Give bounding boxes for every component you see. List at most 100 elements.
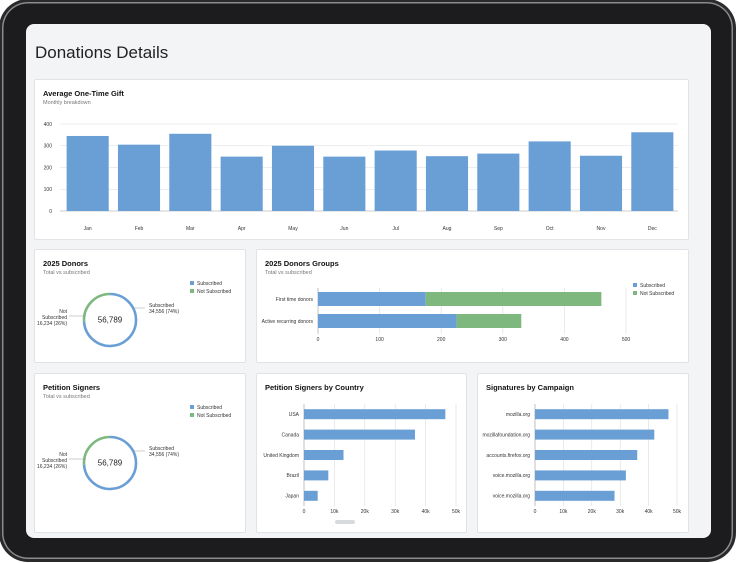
- x-tick-label: 50k: [673, 509, 682, 515]
- by-country-chart: 0 10k 20k 30k 40k 50k USA Canada United Kingdom B…: [263, 404, 461, 515]
- bar: [304, 429, 415, 440]
- x-tick-label: 20k: [588, 509, 597, 515]
- donors-subtitle: Total vs subscribed: [43, 270, 90, 276]
- bar-segment: [318, 292, 426, 306]
- y-tick-label: 400: [44, 122, 53, 128]
- bar: [535, 409, 669, 420]
- x-tick-label: Apr: [238, 226, 246, 232]
- by-campaign-chart: 0 10k 20k 30k 40k 50k mozilla.org mozillafounda…: [482, 404, 682, 515]
- x-tick-label: 30k: [616, 509, 625, 515]
- scroll-indicator[interactable]: [335, 520, 355, 524]
- donor-groups-chart: 0 100 200 300 400 500 First time donors Active …: [262, 283, 674, 343]
- x-tick-label: 10k: [559, 509, 568, 515]
- bar: [477, 153, 520, 211]
- legend-label: Not Subscribed: [640, 291, 674, 297]
- donors-title: 2025 Donors: [43, 259, 89, 268]
- slice-label: Not: [59, 309, 67, 315]
- legend-swatch: [190, 405, 194, 409]
- y-category-label: Active recurring donors: [262, 319, 314, 325]
- slice-label: 16,234 (26%): [37, 464, 67, 470]
- donut-slice: [82, 435, 111, 465]
- donut-slice: [82, 435, 138, 491]
- x-tick-label: 100: [375, 337, 384, 343]
- y-category-label: Japan: [285, 494, 299, 500]
- avg-gift-chart: 0 100 200 300 400 Jan Feb Mar Apr May Jun Jul Aug Sep…: [44, 122, 678, 232]
- avg-gift-title: Average One-Time Gift: [43, 89, 124, 98]
- x-tick-label: 30k: [391, 509, 400, 515]
- slice-label: 34,556 (74%): [149, 309, 179, 315]
- bar: [425, 156, 469, 211]
- x-tick-label: Oct: [546, 226, 554, 232]
- bar: [117, 144, 161, 211]
- donut-slice: [82, 292, 111, 322]
- x-tick-label: 300: [499, 337, 508, 343]
- slice-label: 16,234 (26%): [37, 321, 67, 327]
- donor-groups-card: 2025 Donors Groups Total vs subscribed 0…: [256, 249, 689, 363]
- slice-label: Subscribed: [149, 303, 174, 309]
- slice-label: Subscribed: [42, 458, 67, 464]
- bar-segment: [425, 292, 602, 306]
- petition-signers-title: Petition Signers: [43, 383, 101, 392]
- legend-label: Subscribed: [640, 283, 665, 289]
- bar: [535, 450, 638, 460]
- slice-label: 34,556 (74%): [149, 452, 179, 458]
- y-tick-label: 0: [49, 209, 52, 215]
- bar: [304, 490, 318, 501]
- x-tick-label: 40k: [645, 509, 654, 515]
- by-country-title: Petition Signers by Country: [265, 383, 364, 392]
- y-tick-label: 100: [44, 187, 53, 193]
- x-tick-label: 10k: [330, 509, 339, 515]
- y-category-label: Brazil: [286, 473, 299, 479]
- x-tick-label: 0: [534, 509, 537, 515]
- x-tick-label: 500: [622, 337, 631, 343]
- bar: [535, 470, 626, 481]
- legend-swatch: [633, 283, 637, 287]
- legend-swatch: [190, 413, 194, 417]
- x-tick-label: 400: [560, 337, 569, 343]
- dashboard-screen: Donations Details Average One-Time Gift …: [26, 24, 711, 538]
- bar: [323, 156, 366, 211]
- bar: [374, 150, 417, 211]
- y-category-label: First time donors: [276, 297, 314, 303]
- legend-swatch: [190, 281, 194, 285]
- bar: [535, 490, 615, 501]
- petition-signers-card: Petition Signers Total vs subscribed 56,…: [34, 373, 246, 533]
- bar: [304, 409, 446, 420]
- bar-segment: [318, 314, 457, 328]
- legend-swatch: [190, 289, 194, 293]
- bar: [271, 145, 315, 211]
- slice-label: Subscribed: [149, 446, 174, 452]
- y-category-label: mozillafoundation.org: [482, 432, 530, 438]
- legend-label: Not Subscribed: [197, 289, 231, 295]
- bar: [579, 155, 623, 211]
- avg-gift-subtitle: Monthly breakdown: [43, 100, 91, 106]
- x-tick-label: 20k: [361, 509, 370, 515]
- bar: [304, 470, 329, 481]
- bar: [535, 429, 655, 440]
- legend-label: Subscribed: [197, 405, 222, 411]
- x-tick-label: Jul: [392, 226, 398, 232]
- donor-groups-title: 2025 Donors Groups: [265, 259, 339, 268]
- y-category-label: accounts.firefox.org: [486, 453, 530, 459]
- y-category-label: Canada: [281, 432, 299, 438]
- x-tick-label: 200: [437, 337, 446, 343]
- y-category-label: voice.mozilla.org: [493, 473, 530, 479]
- legend-label: Subscribed: [197, 281, 222, 287]
- donors-card: 2025 Donors Total vs subscribed 56,789 Su…: [34, 249, 246, 363]
- x-tick-label: Jan: [84, 226, 92, 232]
- x-tick-label: Mar: [186, 226, 195, 232]
- y-category-label: voice.mozilla.org: [493, 494, 530, 500]
- slice-label: Subscribed: [42, 315, 67, 321]
- bar: [528, 141, 571, 211]
- bar-segment: [456, 314, 522, 328]
- petition-signers-subtitle: Total vs subscribed: [43, 394, 90, 400]
- by-campaign-card: Signatures by Campaign 0 10k 20k 30k 40k 50k m…: [477, 373, 689, 533]
- x-tick-label: 0: [317, 337, 320, 343]
- donut-center-label: 56,789: [98, 316, 123, 325]
- donut-slice: [82, 292, 138, 348]
- legend-swatch: [633, 291, 637, 295]
- x-tick-label: Feb: [135, 226, 144, 232]
